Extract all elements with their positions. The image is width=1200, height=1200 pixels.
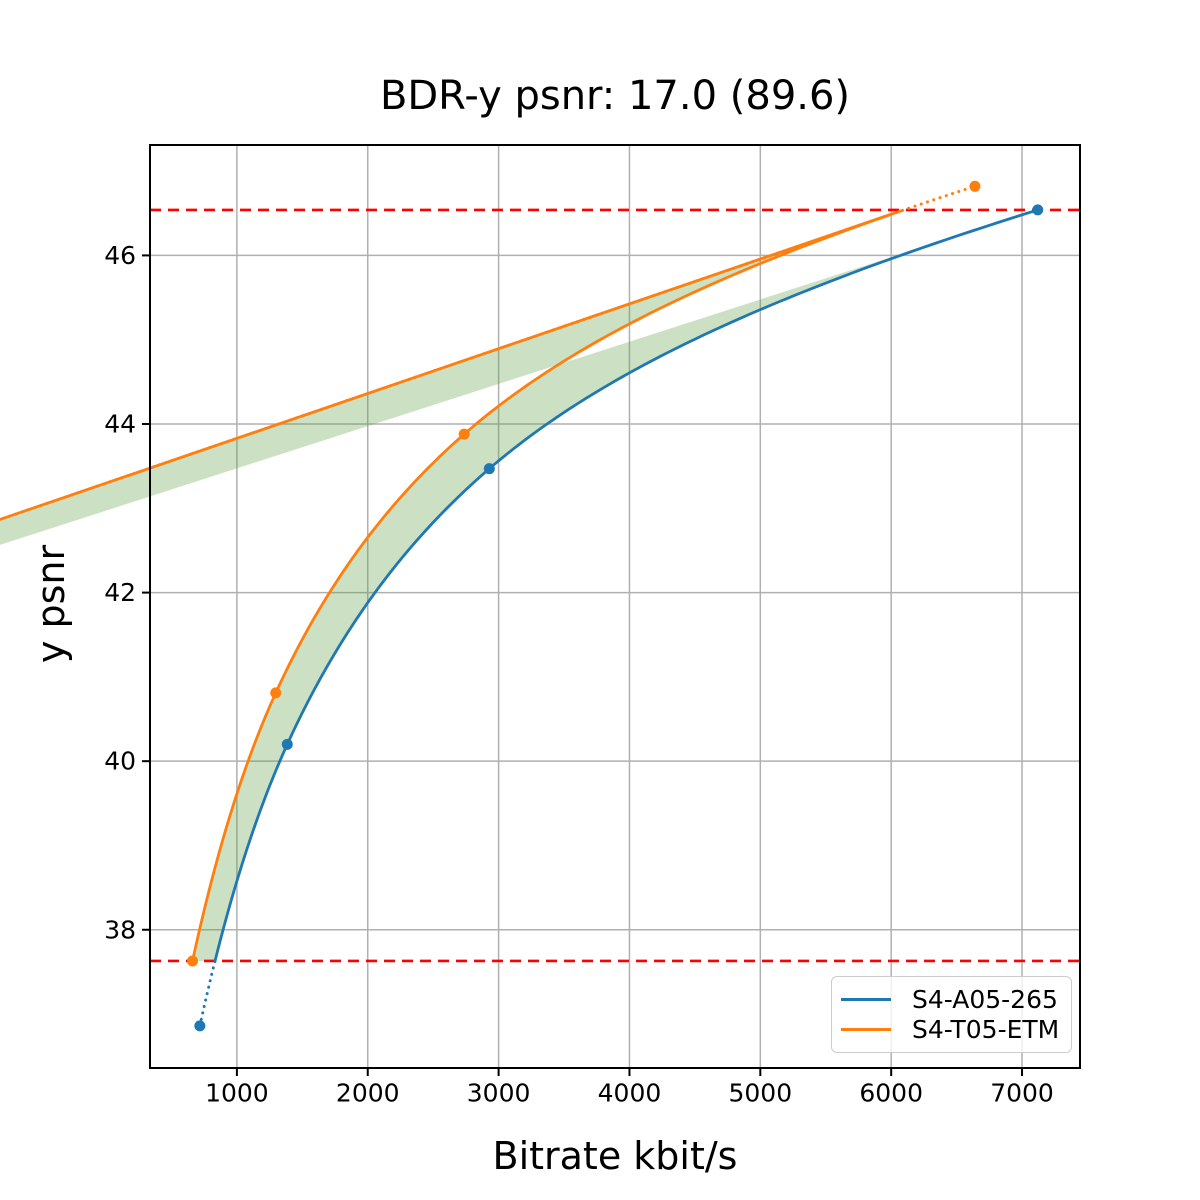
legend-item-s4-t05-etm: S4-T05-ETM [841, 1017, 1061, 1042]
legend: S4-A05-265 S4-T05-ETM [831, 976, 1072, 1053]
bd-rate-fill-area [0, 209, 1038, 961]
series-S4-T05-ETM-marker-1 [270, 687, 282, 699]
x-tick-label-2000: 2000 [336, 1078, 400, 1107]
y-axis-label: y psnr [29, 545, 73, 664]
y-tick-label-38: 38 [104, 915, 136, 944]
legend-line-swatch-orange [841, 1028, 891, 1032]
x-tick-label-5000: 5000 [729, 1078, 793, 1107]
series-S4-A05-265-marker-2 [483, 463, 495, 475]
x-tick-label-7000: 7000 [990, 1078, 1054, 1107]
legend-label: S4-A05-265 [912, 984, 1058, 1014]
legend-line-swatch-blue [841, 997, 891, 1001]
x-tick-label-1000: 1000 [205, 1078, 269, 1107]
series-S4-A05-265-marker-0 [194, 1020, 206, 1032]
x-tick-label-4000: 4000 [598, 1078, 662, 1107]
y-tick-label-42: 42 [104, 578, 136, 607]
x-tick-label-6000: 6000 [859, 1078, 923, 1107]
legend-label: S4-T05-ETM [912, 1015, 1060, 1045]
y-tick-label-46: 46 [104, 241, 136, 270]
x-tick-label-3000: 3000 [467, 1078, 531, 1107]
chart-title: BDR-y psnr: 17.0 (89.6) [380, 73, 850, 119]
series-S4-A05-265-marker-1 [281, 738, 293, 750]
series-S4-T05-ETM-line [0, 209, 903, 962]
plot-border [149, 144, 1081, 1069]
legend-item-s4-a05-265: S4-A05-265 [841, 987, 1061, 1012]
series-S4-T05-ETM-dotted-tail-high [0, 184, 977, 522]
series-S4-A05-265-line [213, 208, 1039, 962]
y-tick-label-44: 44 [104, 410, 136, 439]
series-S4-A05-265-marker-3 [1032, 204, 1044, 216]
y-tick-label-40: 40 [104, 747, 136, 776]
x-axis-label: Bitrate kbit/s [493, 1134, 738, 1178]
series-S4-A05-265-dotted-tail-low [198, 959, 217, 1028]
series-S4-T05-ETM-marker-0 [187, 955, 199, 967]
series-S4-T05-ETM-marker-3 [969, 180, 981, 192]
series-S4-T05-ETM-marker-2 [458, 428, 470, 440]
